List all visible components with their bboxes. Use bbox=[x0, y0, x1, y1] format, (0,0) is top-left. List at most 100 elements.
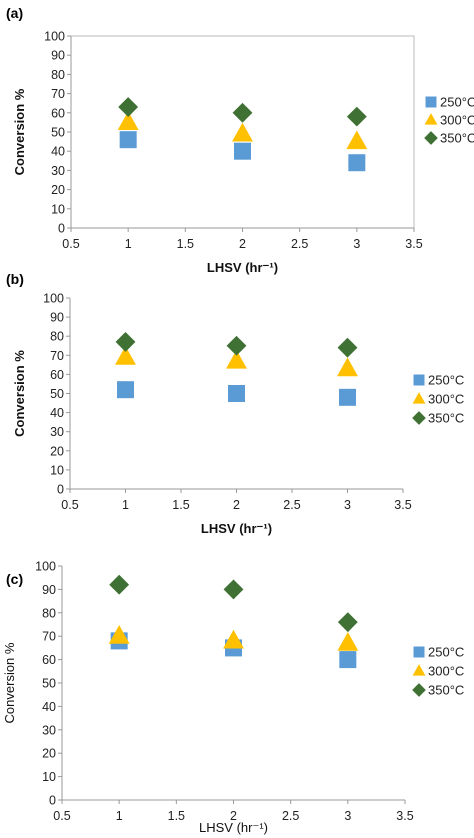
x-tick-label: 1.5 bbox=[172, 498, 189, 512]
chart-panel-1: 0 10 20 30 40 50 60 70 80 90 100 0.5 1 1.5 2 2.5 3 3.5 LHS… bbox=[6, 5, 474, 275]
y-tick-label: 60 bbox=[42, 653, 56, 667]
panel-label: (b) bbox=[6, 271, 24, 287]
x-tick-label: 2.5 bbox=[283, 498, 300, 512]
x-tick-label: 2.5 bbox=[291, 237, 308, 251]
y-tick-label: 10 bbox=[42, 770, 56, 784]
data-point-diamond bbox=[109, 574, 130, 595]
x-tick-label: 3 bbox=[353, 237, 360, 251]
y-tick-label: 80 bbox=[51, 68, 65, 82]
legend-marker-triangle bbox=[412, 392, 426, 404]
data-point-diamond bbox=[223, 579, 244, 600]
legend-marker-square bbox=[425, 96, 437, 108]
legend-marker-square bbox=[413, 374, 425, 386]
data-point-square bbox=[234, 142, 251, 160]
legend-marker-diamond bbox=[412, 411, 426, 425]
data-point-triangle bbox=[108, 625, 130, 644]
x-tick-label: 0.5 bbox=[62, 237, 79, 251]
y-tick-label: 40 bbox=[50, 406, 64, 420]
x-tick-label: 1.5 bbox=[177, 237, 194, 251]
y-tick-label: 90 bbox=[50, 311, 64, 325]
y-tick-label: 30 bbox=[50, 425, 64, 439]
y-tick-label: 20 bbox=[51, 183, 65, 197]
legend-marker-diamond bbox=[424, 131, 438, 145]
chart-panel-2: 0 10 20 30 40 50 60 70 80 90 100 0.5 1 1.5 2 2.5 3 3.5 LHS… bbox=[6, 271, 464, 536]
data-point-square bbox=[117, 381, 134, 399]
x-axis-label: LHSV (hr⁻¹) bbox=[207, 260, 278, 275]
x-axis-label: LHSV (hr⁻¹) bbox=[201, 521, 272, 536]
y-tick-label: 50 bbox=[50, 387, 64, 401]
data-point-square bbox=[339, 388, 356, 406]
data-point-diamond bbox=[118, 97, 139, 117]
y-tick-label: 0 bbox=[58, 222, 65, 236]
legend-entry-label: 300°C bbox=[428, 392, 464, 407]
x-tick-label: 1.5 bbox=[168, 809, 185, 823]
y-tick-label: 10 bbox=[50, 463, 64, 477]
x-tick-label: 1 bbox=[122, 498, 129, 512]
chart-panel-3: 0 10 20 30 40 50 60 70 80 90 100 0.5 1 1.5 2 2.5 3 3.5 LHS… bbox=[2, 560, 464, 836]
x-tick-label: 1 bbox=[125, 237, 132, 251]
y-tick-label: 10 bbox=[51, 202, 65, 216]
y-tick-label: 50 bbox=[42, 677, 56, 691]
data-point-triangle bbox=[117, 111, 139, 130]
x-axis-label: LHSV (hr⁻¹) bbox=[199, 820, 268, 835]
y-tick-label: 20 bbox=[50, 444, 64, 458]
x-tick-label: 0.5 bbox=[53, 809, 70, 823]
y-tick-label: 70 bbox=[51, 87, 65, 101]
data-point-diamond bbox=[115, 332, 136, 352]
legend-entry-label: 350°C bbox=[428, 411, 464, 426]
y-tick-label: 90 bbox=[51, 49, 65, 63]
y-tick-label: 60 bbox=[51, 106, 65, 120]
y-tick-label: 100 bbox=[44, 30, 65, 44]
panel-label: (c) bbox=[6, 571, 23, 587]
data-point-triangle bbox=[115, 346, 136, 365]
x-tick-label: 2 bbox=[233, 498, 240, 512]
y-tick-label: 20 bbox=[42, 747, 56, 761]
x-tick-label: 3 bbox=[344, 498, 351, 512]
legend-marker-square bbox=[413, 646, 425, 658]
data-point-triangle bbox=[337, 357, 358, 377]
data-point-square bbox=[348, 154, 366, 172]
x-tick-label: 2.5 bbox=[282, 809, 299, 823]
x-tick-label: 0.5 bbox=[61, 498, 78, 512]
data-point-diamond bbox=[232, 102, 253, 123]
data-point-diamond bbox=[226, 335, 247, 356]
legend-marker-triangle bbox=[412, 664, 426, 676]
y-axis-label: Conversion % bbox=[12, 88, 27, 175]
y-axis-label: Conversion % bbox=[2, 642, 17, 723]
y-tick-label: 100 bbox=[43, 292, 64, 306]
legend-entry-label: 250°C bbox=[440, 95, 474, 110]
legend-marker-diamond bbox=[412, 683, 426, 697]
y-tick-label: 0 bbox=[49, 794, 56, 808]
y-tick-label: 60 bbox=[50, 368, 64, 382]
y-tick-label: 0 bbox=[57, 483, 64, 497]
x-tick-label: 3 bbox=[344, 809, 351, 823]
y-tick-label: 90 bbox=[42, 583, 56, 597]
legend-entry-label: 350°C bbox=[428, 683, 464, 698]
x-tick-label: 2 bbox=[239, 237, 246, 251]
y-tick-label: 40 bbox=[42, 700, 56, 714]
x-tick-label: 3.5 bbox=[396, 809, 413, 823]
y-tick-label: 70 bbox=[50, 349, 64, 363]
legend-entry-label: 250°C bbox=[428, 645, 464, 660]
y-tick-label: 40 bbox=[51, 145, 65, 159]
data-point-triangle bbox=[346, 130, 368, 150]
y-tick-label: 100 bbox=[35, 560, 56, 574]
legend-entry-label: 300°C bbox=[428, 664, 464, 679]
data-point-triangle bbox=[232, 122, 253, 142]
x-tick-label: 2 bbox=[230, 809, 237, 823]
x-tick-label: 1 bbox=[116, 809, 123, 823]
x-tick-label: 3.5 bbox=[405, 237, 422, 251]
y-tick-label: 30 bbox=[51, 164, 65, 178]
data-point-diamond bbox=[337, 612, 358, 633]
legend-marker-triangle bbox=[424, 113, 438, 125]
y-axis-label: Conversion % bbox=[12, 350, 27, 437]
data-point-diamond bbox=[337, 337, 358, 358]
legend-entry-label: 300°C bbox=[440, 113, 474, 128]
y-tick-label: 50 bbox=[51, 126, 65, 140]
panel-label: (a) bbox=[6, 5, 23, 21]
data-point-triangle bbox=[226, 349, 247, 369]
legend-entry-label: 250°C bbox=[428, 373, 464, 388]
data-point-square bbox=[339, 651, 357, 669]
y-tick-label: 80 bbox=[50, 330, 64, 344]
